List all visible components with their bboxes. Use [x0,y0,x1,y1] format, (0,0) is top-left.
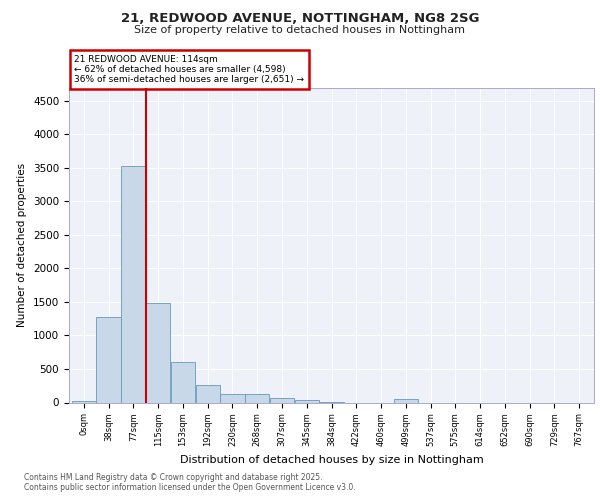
Bar [171,362,195,403]
Bar [121,166,146,402]
Bar [146,302,170,402]
Text: Contains HM Land Registry data © Crown copyright and database right 2025.
Contai: Contains HM Land Registry data © Crown c… [24,473,356,492]
Bar [245,394,269,402]
Bar [220,394,245,402]
X-axis label: Distribution of detached houses by size in Nottingham: Distribution of detached houses by size … [179,454,484,464]
Text: 21, REDWOOD AVENUE, NOTTINGHAM, NG8 2SG: 21, REDWOOD AVENUE, NOTTINGHAM, NG8 2SG [121,12,479,26]
Y-axis label: Number of detached properties: Number of detached properties [17,163,28,327]
Bar [270,398,294,402]
Bar [295,400,319,402]
Bar [394,400,418,402]
Text: Size of property relative to detached houses in Nottingham: Size of property relative to detached ho… [134,25,466,35]
Bar [72,401,96,402]
Bar [97,316,121,402]
Text: 21 REDWOOD AVENUE: 114sqm
← 62% of detached houses are smaller (4,598)
36% of se: 21 REDWOOD AVENUE: 114sqm ← 62% of detac… [74,54,304,84]
Bar [196,386,220,402]
